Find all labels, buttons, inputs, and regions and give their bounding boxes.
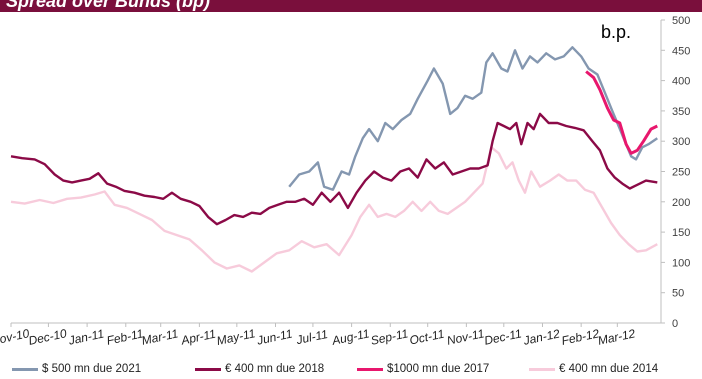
legend-swatch <box>357 367 383 371</box>
x-tick-label: Jan-12 <box>521 326 561 348</box>
x-tick-label: Jun-11 <box>255 327 294 348</box>
x-tick-label: Dec-11 <box>483 326 523 348</box>
unit-label: b.p. <box>601 22 632 42</box>
legend-label: € 400 mn due 2018 <box>225 363 325 375</box>
y-tick-label: 200 <box>672 197 690 209</box>
legend-swatch <box>12 367 38 371</box>
legend-item: € 400 mn due 2014 <box>529 360 658 378</box>
x-tick-label: Feb-11 <box>105 326 144 347</box>
y-tick-label: 100 <box>672 257 690 269</box>
legend-label: $1000 mn due 2017 <box>387 363 490 375</box>
legend-item: € 400 mn due 2018 <box>195 360 324 378</box>
x-tick-label: Oct-11 <box>408 327 445 348</box>
x-tick-label: Nov-10 <box>0 326 31 348</box>
legend-label: € 400 mn due 2014 <box>559 363 659 375</box>
y-tick-label: 450 <box>672 45 690 57</box>
series-line <box>288 46 658 191</box>
x-tick-label: May-11 <box>215 326 256 348</box>
x-tick-label: Dec-10 <box>27 326 68 348</box>
title-bar: Spread over Bunds (bp) <box>0 0 702 12</box>
page-title: Spread over Bunds (bp) <box>6 0 211 11</box>
legend: $ 500 mn due 2021 € 400 mn due 2018 $1000 … <box>0 360 702 378</box>
legend-label: $ 500 mn due 2021 <box>42 363 142 375</box>
x-tick-label: Feb-12 <box>560 326 600 348</box>
y-tick-label: 0 <box>672 318 678 330</box>
x-tick-label: Mar-11 <box>140 326 179 347</box>
y-tick-label: 400 <box>672 76 690 88</box>
x-tick-label: Apr-11 <box>179 327 217 348</box>
y-tick-label: 500 <box>672 15 690 27</box>
x-tick-label: Jan-11 <box>66 327 105 348</box>
x-tick-label: Nov-11 <box>446 326 486 348</box>
x-tick-label: Sep-11 <box>369 326 409 348</box>
y-tick-label: 300 <box>672 136 690 148</box>
series-line <box>585 70 658 155</box>
y-tick-label: 250 <box>672 167 690 179</box>
series-line <box>10 112 658 226</box>
series-line <box>10 146 658 273</box>
x-tick-label: Jul-11 <box>294 327 329 348</box>
legend-swatch <box>529 367 555 371</box>
x-tick-label: Aug-11 <box>330 326 371 348</box>
y-tick-label: 50 <box>672 288 684 300</box>
legend-item: $ 500 mn due 2021 <box>12 360 141 378</box>
y-tick-label: 150 <box>672 227 690 239</box>
y-tick-label: 350 <box>672 106 690 118</box>
legend-item: $1000 mn due 2017 <box>357 360 489 378</box>
legend-swatch <box>195 367 221 371</box>
x-tick-label: Mar-12 <box>597 326 637 348</box>
